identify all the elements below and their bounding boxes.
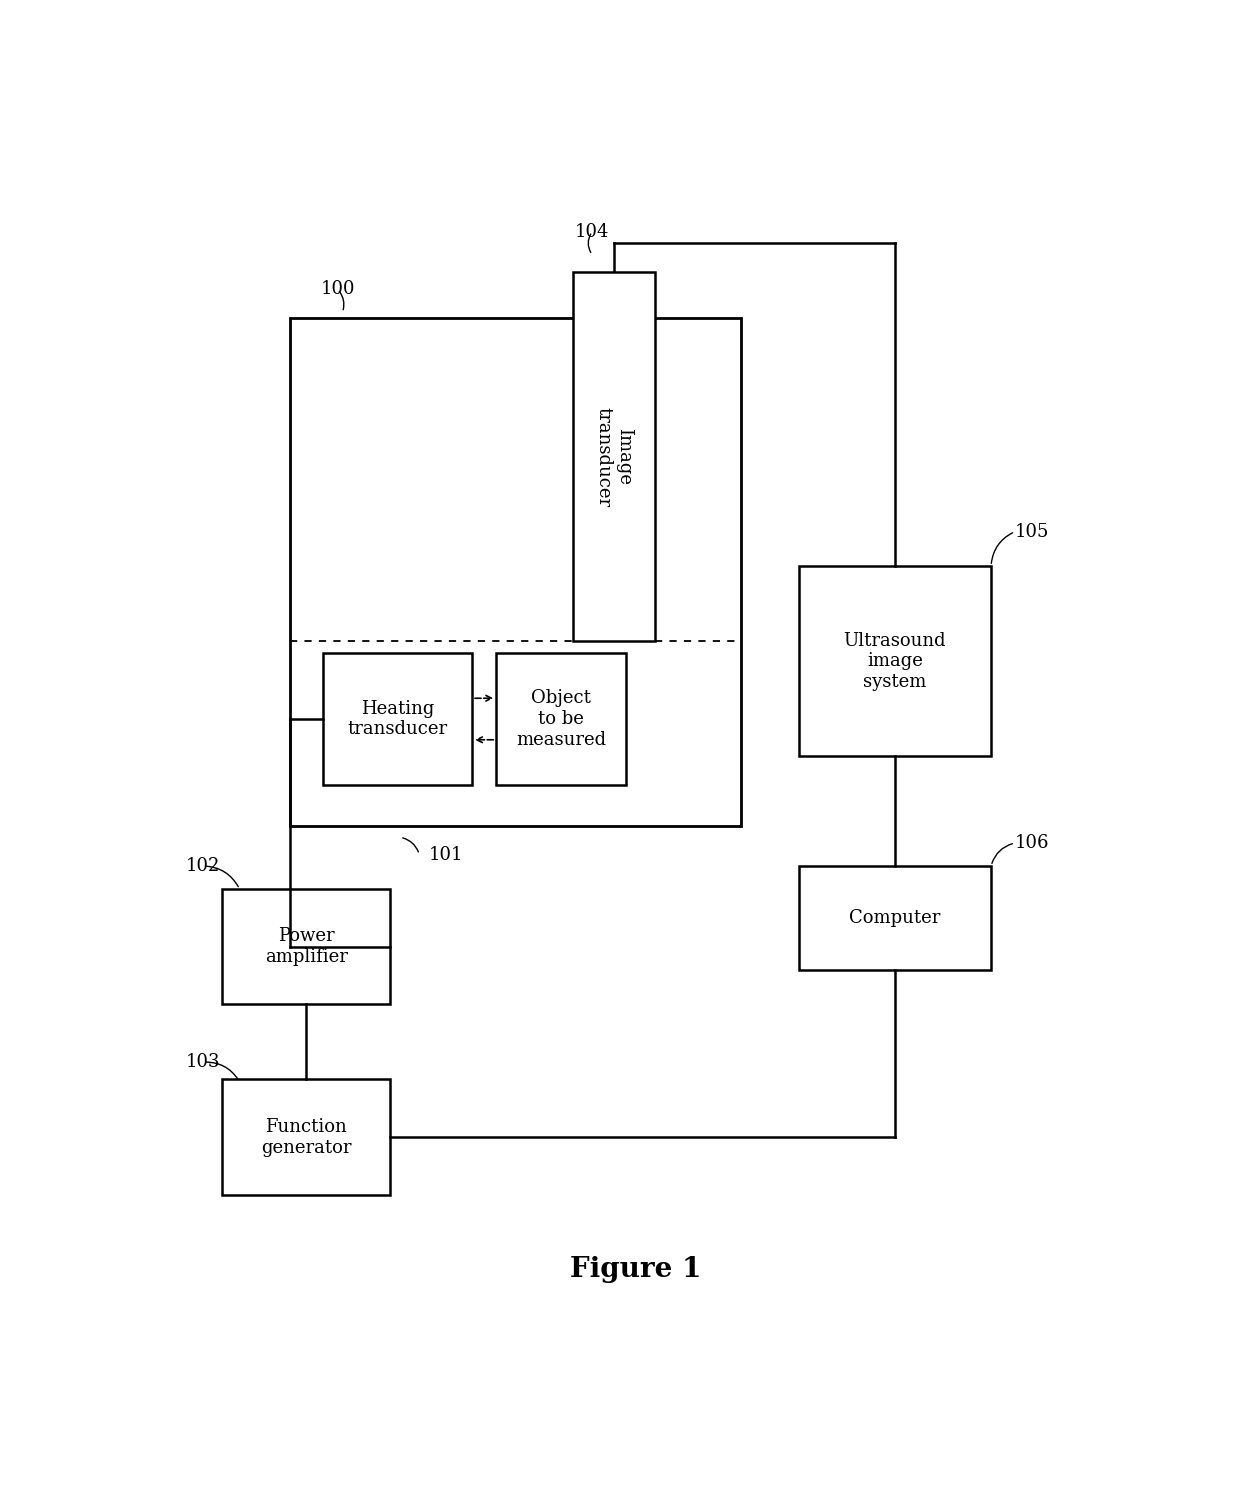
Text: Image
transducer: Image transducer: [594, 406, 634, 506]
Text: Computer: Computer: [849, 909, 941, 927]
Text: Heating
transducer: Heating transducer: [347, 700, 448, 739]
Bar: [324, 653, 472, 785]
Bar: [222, 1080, 391, 1195]
Text: Figure 1: Figure 1: [570, 1257, 701, 1284]
Text: Ultrasound
image
system: Ultrasound image system: [843, 632, 946, 691]
Text: Function
generator: Function generator: [262, 1118, 352, 1156]
Text: 105: 105: [1016, 523, 1049, 541]
Bar: [799, 566, 991, 756]
Bar: [222, 890, 391, 1005]
Text: 102: 102: [186, 857, 221, 875]
Text: 106: 106: [1016, 834, 1049, 852]
Text: Object
to be
measured: Object to be measured: [516, 689, 606, 749]
Bar: [290, 318, 742, 825]
Text: 100: 100: [320, 280, 355, 298]
Text: 101: 101: [429, 845, 464, 863]
Bar: [496, 653, 626, 785]
Bar: [799, 866, 991, 969]
Text: Power
amplifier: Power amplifier: [265, 927, 347, 966]
Text: 103: 103: [186, 1053, 221, 1071]
Text: 104: 104: [575, 223, 609, 241]
Bar: [573, 273, 655, 641]
